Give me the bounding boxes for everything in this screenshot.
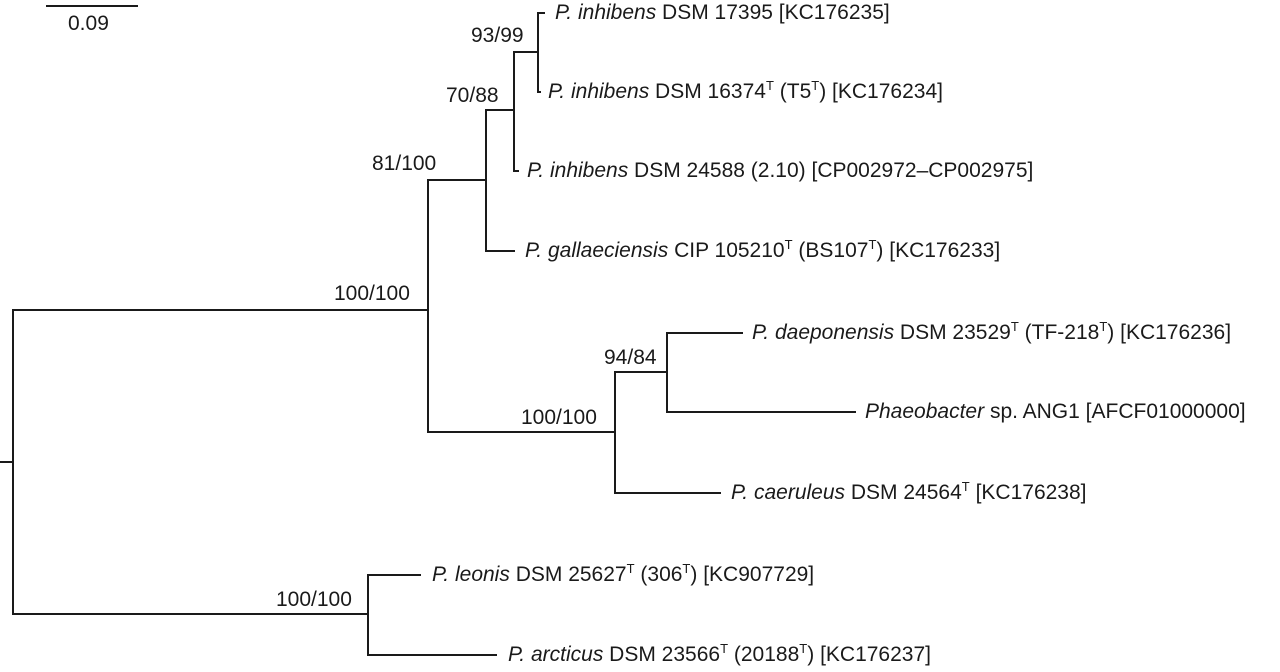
type-strain-mark: T: [868, 237, 877, 252]
alt-strain-close: ): [807, 643, 815, 666]
tip-label-t1: P. inhibens DSM 17395 [KC176235]: [555, 1, 890, 25]
strain: DSM 17395: [662, 1, 773, 24]
taxon-name: P. inhibens: [555, 1, 657, 24]
type-strain-mark: T: [626, 561, 635, 576]
support-value-inhibens-trio: 70/88: [446, 84, 499, 107]
tip-label-t9: P. arcticus DSM 23566T (20188T) [KC17623…: [508, 641, 931, 667]
type-strain-mark: T: [682, 561, 691, 576]
strain: DSM 24588 (2.10): [634, 159, 806, 182]
taxon-name: Phaeobacter: [865, 400, 985, 423]
accession: [CP002972–CP002975]: [811, 159, 1034, 182]
support-value-inhibens-gallae: 81/100: [372, 152, 437, 175]
type-strain-mark: T: [765, 78, 774, 93]
accession: [KC176236]: [1120, 321, 1232, 344]
alt-strain-close: ): [690, 563, 698, 586]
strain: sp. ANG1: [989, 400, 1080, 423]
type-strain-mark: T: [784, 237, 793, 252]
taxon-name: P. inhibens: [548, 80, 650, 103]
alt-strain: (306: [640, 563, 683, 586]
alt-strain: (T5: [779, 80, 812, 103]
strain: DSM 23566: [609, 643, 721, 666]
tip-label-t4: P. gallaeciensis CIP 105210T (BS107T) [K…: [525, 237, 1001, 263]
support-value-daep-caer: 100/100: [521, 406, 597, 429]
accession: [AFCF01000000]: [1085, 400, 1246, 423]
support-value-inhibens-pair: 93/99: [471, 24, 524, 47]
type-strain-mark: T: [961, 479, 970, 494]
type-strain-mark: T: [1010, 319, 1019, 334]
support-value-upper-clade: 100/100: [334, 282, 410, 305]
type-strain-mark: T: [811, 78, 820, 93]
tip-label-t3: P. inhibens DSM 24588 (2.10) [CP002972–C…: [527, 159, 1033, 183]
accession: [KC176233]: [889, 239, 1001, 262]
support-value-daep-ang1: 94/84: [604, 346, 657, 369]
alt-strain-close: ): [876, 239, 884, 262]
taxon-name: P. leonis: [432, 563, 510, 586]
strain: DSM 23529: [899, 321, 1011, 344]
support-value-leonis-arcticus: 100/100: [276, 588, 352, 611]
taxon-name: P. caeruleus: [731, 481, 846, 504]
accession: [KC176238]: [975, 481, 1087, 504]
alt-strain: (BS107: [798, 239, 869, 262]
alt-strain-close: ): [819, 80, 827, 103]
strain: DSM 24564: [850, 481, 962, 504]
tip-label-t5: P. daeponensis DSM 23529T (TF-218T) [KC1…: [752, 319, 1232, 345]
tip-label-t6: Phaeobacter sp. ANG1 [AFCF01000000]: [865, 400, 1246, 424]
scale-bar-label: 0.09: [68, 12, 109, 35]
alt-strain-close: ): [1107, 321, 1115, 344]
type-strain-mark: T: [720, 641, 729, 656]
accession: [KC907729]: [703, 563, 815, 586]
alt-strain: (20188: [733, 643, 800, 666]
accession: [KC176235]: [778, 1, 890, 24]
type-strain-mark: T: [799, 641, 808, 656]
taxon-name: P. daeponensis: [752, 321, 895, 344]
tip-label-t2: P. inhibens DSM 16374T (T5T) [KC176234]: [548, 78, 943, 104]
strain: DSM 25627: [515, 563, 627, 586]
tip-label-t7: P. caeruleus DSM 24564T [KC176238]: [731, 479, 1087, 505]
taxon-name: P. inhibens: [527, 159, 629, 182]
strain: CIP 105210: [674, 239, 785, 262]
accession: [KC176237]: [820, 643, 931, 666]
tip-label-t8: P. leonis DSM 25627T (306T) [KC907729]: [432, 561, 815, 587]
type-strain-mark: T: [1099, 319, 1108, 334]
accession: [KC176234]: [832, 80, 943, 103]
taxon-name: P. gallaeciensis: [525, 239, 669, 262]
alt-strain: (TF-218: [1024, 321, 1100, 344]
strain: DSM 16374: [655, 80, 766, 103]
taxon-name: P. arcticus: [508, 643, 604, 666]
